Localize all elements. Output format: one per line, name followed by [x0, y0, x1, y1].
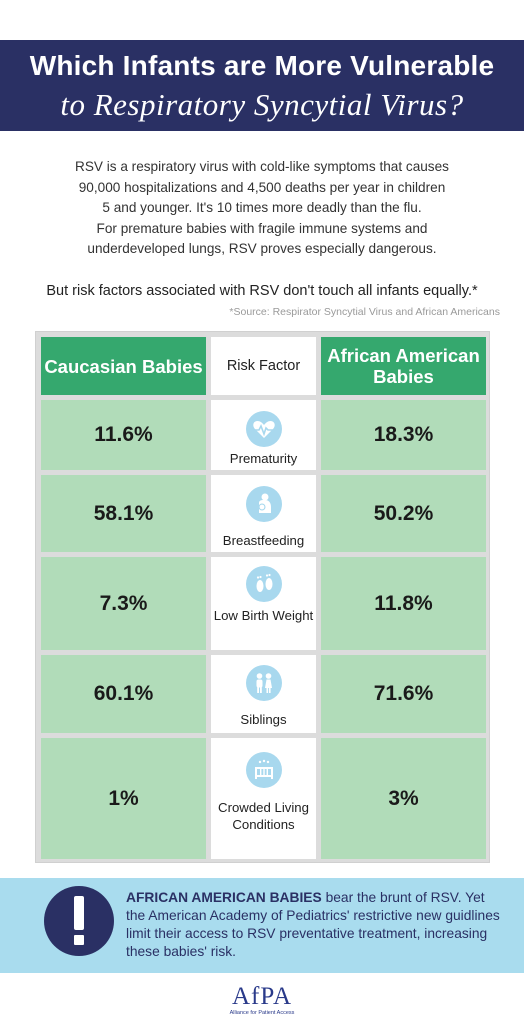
- risk-factor-cell: Crowded Living Conditions: [211, 738, 316, 859]
- title-banner: Which Infants are More Vulnerable to Res…: [0, 40, 524, 131]
- risk-factor-label: Low Birth Weight: [213, 608, 314, 623]
- african-american-value: 50.2%: [321, 475, 486, 552]
- caucasian-value: 7.3%: [41, 557, 206, 650]
- african-american-value: 11.8%: [321, 557, 486, 650]
- table-row: 58.1% Breastfeeding 50.2%: [36, 475, 489, 552]
- logo-mark: AfPA: [231, 983, 293, 1010]
- table-row: 1% Crowded Living Conditions 3%: [36, 738, 489, 859]
- caucasian-value: 1%: [41, 738, 206, 859]
- table-row: 60.1% Siblings 71.6%: [36, 655, 489, 733]
- intro-line: For premature babies with fragile immune…: [96, 220, 428, 236]
- callout-body: bear the brunt of RSV. Yet the American …: [126, 890, 500, 959]
- callout-text: AFRICAN AMERICAN BABIES bear the brunt o…: [126, 889, 506, 961]
- intro-line: 5 and younger. It's 10 times more deadly…: [102, 200, 422, 215]
- risk-factor-label: Breastfeeding: [222, 533, 305, 548]
- intro-line: underdeveloped lungs, RSV proves especia…: [87, 241, 437, 256]
- intro-paragraph: RSV is a respiratory virus with cold-lik…: [30, 157, 494, 260]
- intro-line: 90,000 hospitalizations and 4,500 deaths…: [78, 179, 446, 195]
- caucasian-value: 60.1%: [41, 655, 206, 733]
- crib-icon: [245, 752, 282, 788]
- table-row: 11.6% Prematurity 18.3%: [36, 400, 489, 470]
- logo-subtitle: Alliance for Patient Access: [229, 1010, 295, 1016]
- siblings-icon: [245, 665, 282, 701]
- risk-statement: But risk factors associated with RSV don…: [46, 283, 478, 299]
- afpa-logo: AfPA Alliance for Patient Access: [0, 983, 524, 1016]
- intro-line: RSV is a respiratory virus with cold-lik…: [75, 159, 449, 174]
- callout-highlight: AFRICAN AMERICAN BABIES: [126, 890, 322, 905]
- heart-pulse-icon: [245, 411, 282, 447]
- risk-factor-cell: Siblings: [211, 655, 316, 733]
- risk-factor-cell: Prematurity: [211, 400, 316, 470]
- footprints-icon: [245, 566, 282, 602]
- african-american-value: 18.3%: [321, 400, 486, 470]
- header-african-american: African American Babies: [321, 337, 486, 395]
- header-caucasian: Caucasian Babies: [41, 337, 206, 395]
- risk-factor-cell: Breastfeeding: [211, 475, 316, 552]
- header-risk-factor: Risk Factor: [211, 337, 316, 395]
- mother-baby-icon: [245, 486, 282, 522]
- african-american-value: 3%: [321, 738, 486, 859]
- risk-factor-label: Crowded Living Conditions: [218, 800, 309, 832]
- exclamation-icon: [44, 886, 114, 956]
- source-note: *Source: Respirator Syncytial Virus and …: [229, 306, 500, 318]
- callout-banner: AFRICAN AMERICAN BABIES bear the brunt o…: [0, 878, 524, 973]
- title-line-2: to Respiratory Syncytial Virus?: [60, 87, 464, 122]
- risk-factor-label: Prematurity: [229, 451, 298, 466]
- caucasian-value: 11.6%: [41, 400, 206, 470]
- title-line-1: Which Infants are More Vulnerable: [29, 50, 495, 81]
- african-american-value: 71.6%: [321, 655, 486, 733]
- risk-factor-label: Siblings: [240, 712, 287, 727]
- risk-factor-cell: Low Birth Weight: [211, 557, 316, 650]
- table-row: 7.3% Low Birth Weight 11.8%: [36, 557, 489, 650]
- caucasian-value: 58.1%: [41, 475, 206, 552]
- risk-factor-table: Caucasian Babies Risk Factor African Ame…: [35, 331, 490, 863]
